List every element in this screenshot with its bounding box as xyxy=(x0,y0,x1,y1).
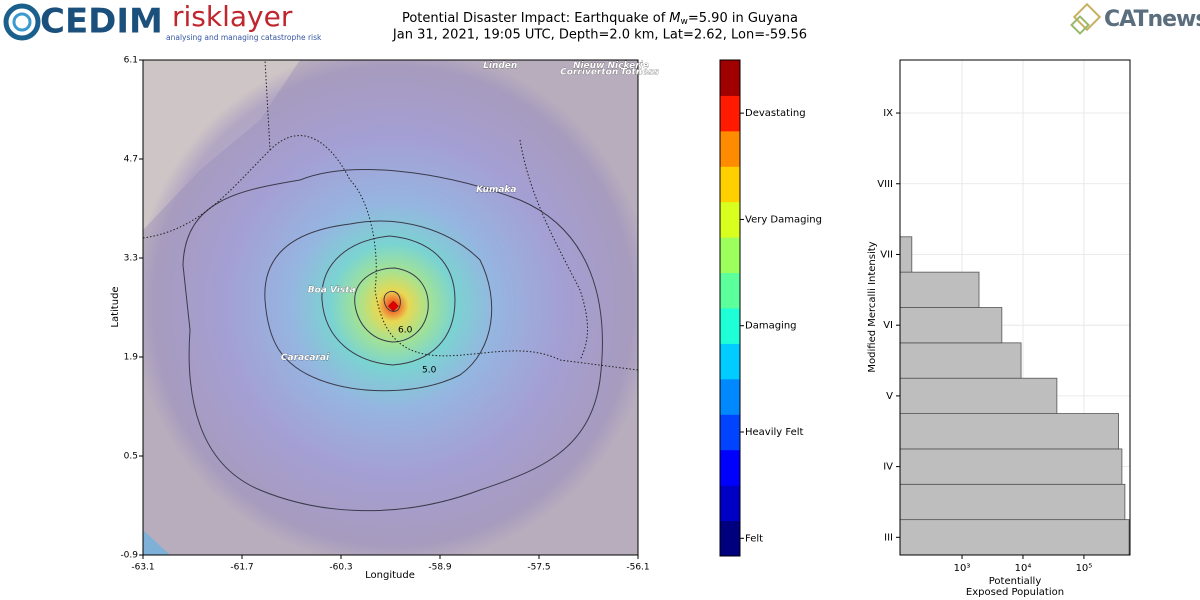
y-tick-label: 1.9 xyxy=(124,353,139,363)
magnitude-subscript: w xyxy=(681,17,688,27)
place-label: Kumaka xyxy=(476,185,516,195)
colorbar-segment xyxy=(720,449,740,486)
y-tick-label: V xyxy=(886,391,893,402)
logo-ring xyxy=(3,3,41,41)
bar xyxy=(899,519,1130,556)
title-prefix: Potential Disaster Impact: Earthquake of xyxy=(402,11,666,26)
colorbar-segment xyxy=(720,201,740,238)
place-label: Nieuw Nickerie xyxy=(573,61,649,71)
colorbar-segment xyxy=(720,414,740,451)
y-tick-label: III xyxy=(884,532,893,543)
y-tick-label: VI xyxy=(883,320,893,331)
map-frame xyxy=(142,59,639,556)
y-tick-label: 0.5 xyxy=(124,452,138,462)
x-axis-label: Potentially xyxy=(989,576,1042,587)
subtitle: Jan 31, 2021, 19:05 UTC, Depth=2.0 km, L… xyxy=(392,28,807,43)
colorbar-segment xyxy=(720,130,740,167)
place-label: Caracarai xyxy=(281,353,330,363)
contour xyxy=(264,220,493,392)
place-label: Totness xyxy=(620,68,659,78)
contour-label: 5.0 xyxy=(422,366,437,376)
bar xyxy=(899,483,1126,521)
logo-text: CEDIM xyxy=(40,2,163,42)
y-axis-label: Latitude xyxy=(110,286,121,327)
colorbar-segment xyxy=(720,308,740,344)
map-area: 6.0 5.0 xyxy=(143,60,638,555)
y-tick-label: 4.7 xyxy=(124,155,138,165)
place-label: Boa Vista xyxy=(308,285,356,295)
border xyxy=(143,60,638,371)
y-tick-label: VII xyxy=(880,249,893,260)
bar xyxy=(899,271,980,308)
logo-shape xyxy=(1070,15,1090,35)
y-tick-label: 6.1 xyxy=(124,56,138,66)
colorbar-label: Felt xyxy=(745,533,763,544)
cedim-logo: CEDIM xyxy=(3,2,163,42)
x-tick-label: -57.5 xyxy=(527,563,550,573)
colorbar-segment xyxy=(720,378,740,415)
contour xyxy=(383,290,401,312)
colorbar-segment xyxy=(720,60,740,96)
bar xyxy=(899,307,1003,344)
contour xyxy=(182,169,603,512)
logo-text: CATnews xyxy=(1104,7,1200,32)
x-tick-label: -60.3 xyxy=(329,563,352,573)
bar xyxy=(899,448,1123,485)
x-tick-label: -61.7 xyxy=(230,563,253,573)
colorbar-segment xyxy=(720,95,740,132)
bar xyxy=(899,236,913,273)
x-tick-label: 10³ xyxy=(954,563,971,574)
logo-tagline: analysing and managing catastrophe risk xyxy=(166,33,322,42)
catnews-logo: CATnews xyxy=(1070,2,1200,35)
colorbar-label: Very Damaging xyxy=(745,214,822,225)
colorbar-label: Devastating xyxy=(745,108,806,119)
bar xyxy=(899,413,1119,450)
y-tick-label: IV xyxy=(883,462,893,473)
x-tick-label: -56.1 xyxy=(626,563,649,573)
x-axis-label: Exposed Population xyxy=(966,587,1064,598)
colorbar-segment xyxy=(720,166,740,203)
logo-shape xyxy=(1072,2,1102,32)
place-label: Linden xyxy=(483,61,517,71)
x-tick-label: 10⁵ xyxy=(1076,563,1093,574)
bar xyxy=(899,342,1022,379)
y-tick-label: -0.9 xyxy=(120,551,138,561)
colorbar-segment xyxy=(720,237,740,274)
contour xyxy=(354,267,429,343)
bar xyxy=(899,377,1058,414)
colorbar-label: Damaging xyxy=(745,321,797,332)
title-suffix: =5.90 in Guyana xyxy=(688,11,798,26)
colorbar-segment xyxy=(720,272,740,309)
place-label: Corriverton xyxy=(560,68,618,78)
contour-label: 6.0 xyxy=(398,326,413,336)
plot-frame xyxy=(899,59,1131,556)
colorbar-label: Heavily Felt xyxy=(745,427,804,438)
epicenter xyxy=(387,300,399,312)
y-tick-label: 3.3 xyxy=(124,254,138,264)
contour xyxy=(321,235,456,366)
logo-ring xyxy=(12,12,32,32)
colorbar-segment xyxy=(720,520,740,557)
colorbar-frame xyxy=(719,59,741,557)
colorbar-segment xyxy=(720,343,740,380)
x-tick-label: 10⁴ xyxy=(1015,563,1032,574)
y-axis-label: Modified Mercalli Intensity xyxy=(867,241,878,372)
x-axis-label: Longitude xyxy=(365,570,415,581)
border xyxy=(519,139,588,361)
title: Potential Disaster Impact: Earthquake of… xyxy=(402,11,798,27)
magnitude-symbol: M xyxy=(669,11,680,26)
y-tick-label: IX xyxy=(883,108,893,119)
x-tick-label: -63.1 xyxy=(131,563,154,573)
colorbar-segment xyxy=(720,485,740,522)
y-tick-label: VIII xyxy=(877,179,893,190)
logo-text: risklayer xyxy=(172,0,293,33)
x-tick-label: -58.9 xyxy=(428,563,452,573)
